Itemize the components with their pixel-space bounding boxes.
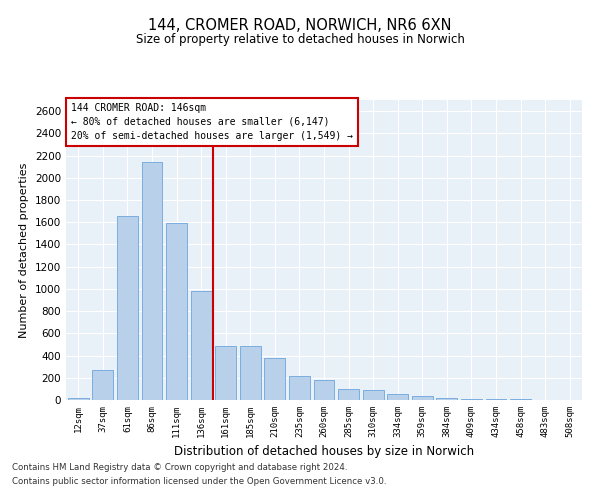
Text: Size of property relative to detached houses in Norwich: Size of property relative to detached ho…	[136, 32, 464, 46]
X-axis label: Distribution of detached houses by size in Norwich: Distribution of detached houses by size …	[174, 446, 474, 458]
Text: 144, CROMER ROAD, NORWICH, NR6 6XN: 144, CROMER ROAD, NORWICH, NR6 6XN	[148, 18, 452, 32]
Text: 144 CROMER ROAD: 146sqm
← 80% of detached houses are smaller (6,147)
20% of semi: 144 CROMER ROAD: 146sqm ← 80% of detache…	[71, 103, 353, 141]
Bar	[92, 370, 113, 400]
Bar	[314, 380, 334, 400]
Bar	[265, 358, 286, 400]
Bar	[215, 346, 236, 400]
Bar	[166, 224, 187, 400]
Bar	[485, 399, 506, 400]
Bar	[338, 390, 359, 400]
Bar	[191, 291, 212, 400]
Bar	[117, 216, 138, 400]
Bar	[68, 398, 89, 400]
Bar	[240, 346, 261, 400]
Bar	[142, 162, 163, 400]
Bar	[362, 390, 383, 400]
Bar	[461, 398, 482, 400]
Bar	[412, 396, 433, 400]
Y-axis label: Number of detached properties: Number of detached properties	[19, 162, 29, 338]
Text: Contains public sector information licensed under the Open Government Licence v3: Contains public sector information licen…	[12, 477, 386, 486]
Bar	[289, 376, 310, 400]
Bar	[387, 394, 408, 400]
Text: Contains HM Land Registry data © Crown copyright and database right 2024.: Contains HM Land Registry data © Crown c…	[12, 464, 347, 472]
Bar	[436, 398, 457, 400]
